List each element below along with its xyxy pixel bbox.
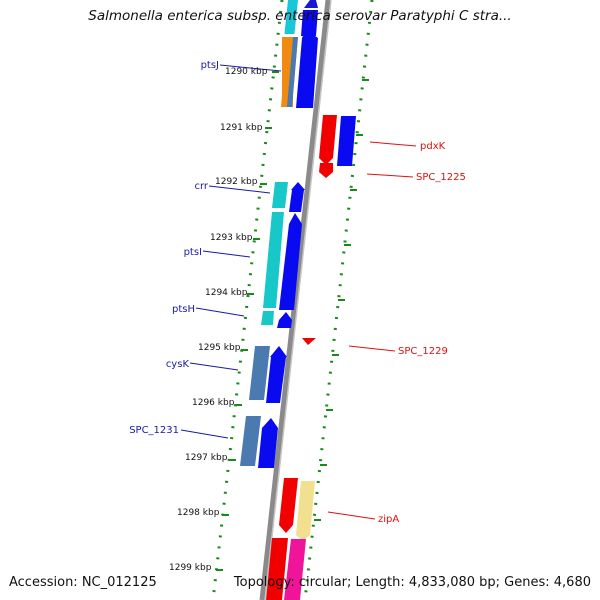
gene-block [289, 213, 302, 224]
gene-block [304, 0, 318, 8]
gene-label: cysK [166, 359, 190, 370]
gene-crr [272, 182, 288, 208]
kbp-labels: 1290 kbp 1291 kbp 1292 kbp 1293 kbp 1294… [169, 67, 268, 573]
gene-label: crr [194, 181, 208, 192]
tick-label: 1291 kbp [220, 123, 263, 133]
gene-label: SPC_1229 [398, 346, 448, 357]
topology-text: Topology: circular; Length: 4,833,080 bp… [233, 575, 591, 590]
leader-lines [180, 64, 417, 520]
gene-block [302, 30, 318, 38]
gene-block [266, 538, 288, 600]
gene-block [270, 346, 287, 357]
gene-label: SPC_1231 [129, 425, 179, 436]
gene-block [262, 418, 278, 428]
gene-block [258, 428, 278, 468]
gene-cysK [249, 346, 270, 400]
gene-zipA [296, 481, 315, 535]
gene-label: ptsH [172, 304, 195, 315]
gene-block [301, 10, 318, 36]
gene-label: zipA [378, 514, 399, 525]
gene-label: SPC_1225 [416, 172, 466, 183]
genome-backbone [259, 0, 331, 600]
gene-block [266, 357, 286, 403]
gene-block [279, 525, 293, 533]
gene-block [296, 38, 318, 108]
tick-label: 1294 kbp [205, 288, 248, 298]
tick-label: 1296 kbp [192, 398, 235, 408]
gene-block [287, 37, 298, 107]
tick-label: 1293 kbp [210, 233, 253, 243]
kbp-tick-marks [216, 71, 369, 571]
gene-block [279, 224, 302, 310]
left-dotted-track [211, 0, 284, 600]
gene-pdxK [319, 115, 337, 158]
right-dotted-track [303, 0, 374, 600]
tick-label: 1290 kbp [225, 67, 268, 77]
gene-SPC_1231 [240, 416, 261, 466]
gene-SPC_1225 [319, 163, 333, 178]
gene-block [289, 190, 304, 212]
gene-block [291, 182, 305, 190]
gene-block [277, 320, 292, 328]
left-strand-genes [240, 0, 318, 468]
gene-label: ptsJ [201, 60, 219, 71]
tick-label: 1292 kbp [215, 177, 258, 187]
gene-block [337, 116, 356, 166]
gene-block [284, 539, 306, 600]
right-gene-labels: pdxK SPC_1225 SPC_1229 zipA [378, 141, 466, 525]
gene-block [279, 312, 292, 320]
right-strand-genes [266, 115, 356, 600]
gene-ptsI [263, 212, 284, 308]
gene-SPC_1229 [302, 338, 316, 345]
gene-ptsH [261, 311, 274, 325]
tick-label: 1297 kbp [185, 453, 228, 463]
accession-text: Accession: NC_012125 [9, 575, 157, 590]
gene-block [319, 158, 333, 165]
tick-label: 1295 kbp [198, 343, 241, 353]
genome-title: Salmonella enterica subsp. enterica sero… [88, 8, 512, 24]
gene-block [279, 478, 298, 525]
gene-label: pdxK [420, 141, 446, 152]
tick-label: 1299 kbp [169, 563, 212, 573]
gene-block [296, 535, 310, 541]
left-gene-labels: ptsJ crr ptsI ptsH cysK SPC_1231 [129, 60, 219, 436]
tick-label: 1298 kbp [177, 508, 220, 518]
gene-label: ptsI [184, 247, 202, 258]
gene-block [284, 0, 298, 34]
